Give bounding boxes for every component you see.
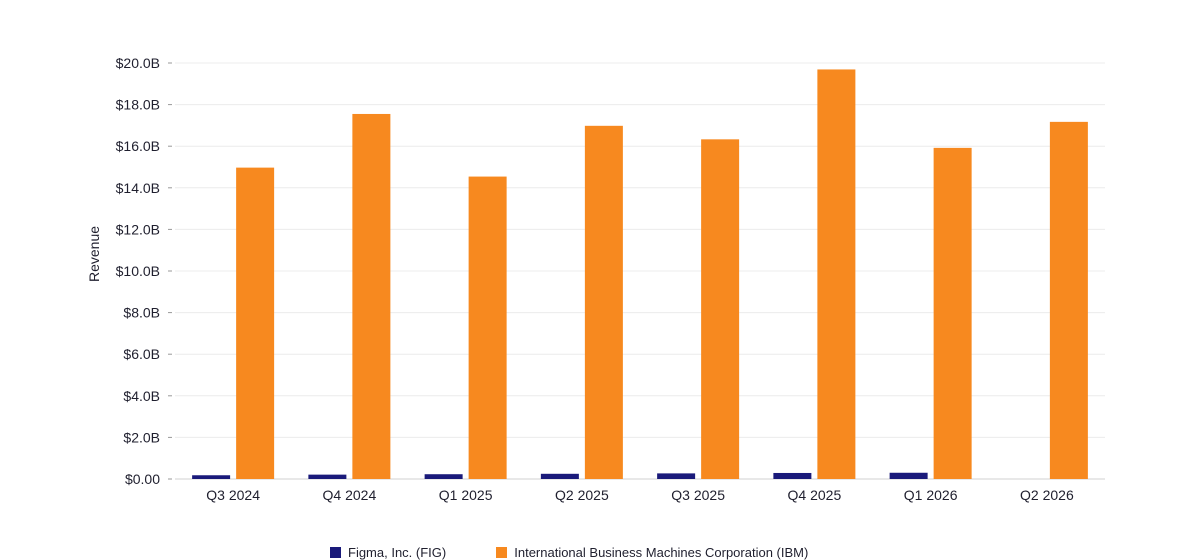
bar-fig[interactable]: [889, 472, 928, 479]
x-tick-label: Q3 2024: [206, 487, 260, 503]
y-axis: $0.00 $2.0B $4.0B $6.0B $8.0B $10.0B $12.0B $14…: [116, 55, 172, 487]
legend: Figma, Inc. (FIG) International Business…: [330, 545, 808, 560]
bars: [192, 69, 1088, 480]
bar-fig[interactable]: [773, 472, 812, 479]
y-tick-label: $10.0B: [116, 263, 160, 279]
bar-ibm[interactable]: [933, 147, 972, 479]
x-tick-label: Q4 2025: [788, 487, 842, 503]
bar-ibm[interactable]: [584, 125, 623, 479]
y-tick-label: $20.0B: [116, 55, 160, 71]
y-tick-label: $14.0B: [116, 180, 160, 196]
bar-ibm[interactable]: [1049, 121, 1088, 479]
y-axis-label: Revenue: [86, 226, 102, 282]
legend-swatch-fig: [330, 547, 341, 558]
x-tick-label: Q2 2026: [1020, 487, 1074, 503]
x-tick-label: Q2 2025: [555, 487, 609, 503]
bar-ibm[interactable]: [817, 69, 856, 479]
bar-fig[interactable]: [192, 475, 231, 479]
legend-item-fig[interactable]: Figma, Inc. (FIG): [330, 545, 446, 560]
legend-swatch-ibm: [496, 547, 508, 558]
x-tick-label: Q1 2025: [439, 487, 493, 503]
y-tick-label: $16.0B: [116, 138, 160, 154]
legend-label-ibm: International Business Machines Corporat…: [514, 545, 809, 560]
legend-item-ibm[interactable]: International Business Machines Corporat…: [496, 545, 808, 560]
bar-ibm[interactable]: [352, 113, 391, 480]
x-tick-label: Q3 2025: [671, 487, 725, 503]
legend-label-fig: Figma, Inc. (FIG): [348, 545, 447, 560]
x-tick-label: Q4 2024: [323, 487, 377, 503]
bar-ibm[interactable]: [236, 167, 275, 479]
x-axis: Q3 2024 Q4 2024 Q1 2025 Q2 2025 Q3 2025 Q4 20…: [206, 487, 1074, 503]
gridlines: [175, 62, 1105, 480]
bar-fig[interactable]: [424, 474, 463, 479]
y-tick-label: $8.0B: [123, 305, 160, 321]
bar-fig[interactable]: [657, 473, 696, 479]
y-tick-label: $2.0B: [123, 429, 160, 445]
y-tick-label: $12.0B: [116, 221, 160, 237]
bar-ibm[interactable]: [701, 139, 740, 479]
bar-fig[interactable]: [308, 474, 347, 479]
y-tick-label: $4.0B: [123, 388, 160, 404]
x-tick-label: Q1 2026: [904, 487, 958, 503]
bar-fig[interactable]: [540, 473, 579, 479]
y-tick-label: $0.00: [125, 471, 160, 487]
bar-ibm[interactable]: [468, 176, 507, 479]
y-tick-label: $18.0B: [116, 97, 160, 113]
y-tick-label: $6.0B: [123, 346, 160, 362]
